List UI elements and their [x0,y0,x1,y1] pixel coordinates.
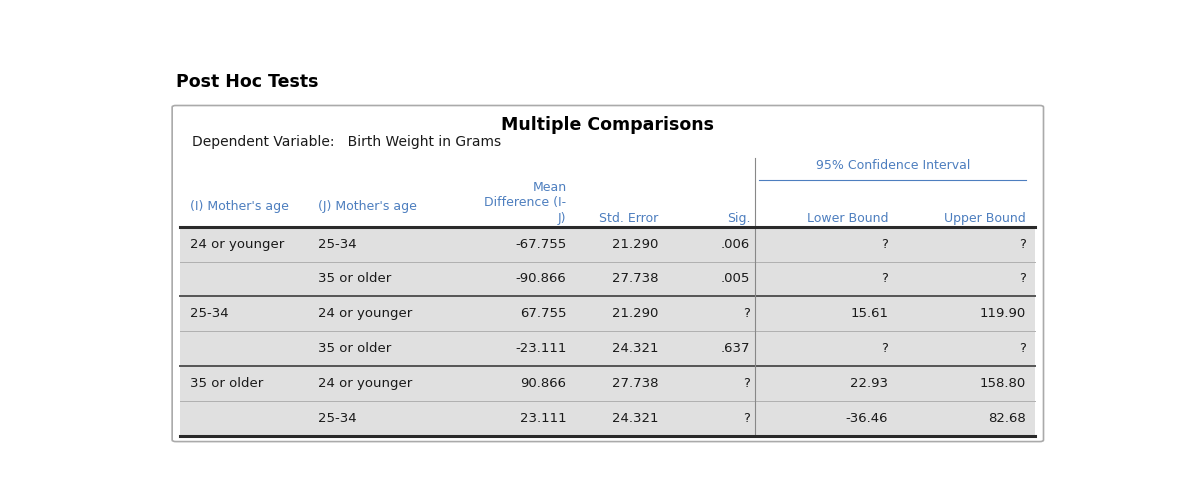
Text: ?: ? [744,307,751,321]
Bar [180,296,1035,331]
Bar [180,227,1035,262]
FancyBboxPatch shape [172,105,1044,442]
Text: Multiple Comparisons: Multiple Comparisons [502,115,714,134]
Text: 119.90: 119.90 [980,307,1026,321]
Text: Post Hoc Tests: Post Hoc Tests [176,73,318,91]
Text: -23.111: -23.111 [515,342,567,355]
Text: ?: ? [881,237,888,250]
Text: (J) Mother's age: (J) Mother's age [318,201,417,214]
Text: 24 or younger: 24 or younger [318,377,413,390]
Text: -67.755: -67.755 [515,237,567,250]
Text: 67.755: 67.755 [519,307,567,321]
Bar [180,366,1035,401]
Text: ?: ? [744,412,751,425]
Text: ?: ? [1019,273,1026,285]
Text: 35 or older: 35 or older [318,273,391,285]
Bar [180,401,1035,436]
Bar [180,331,1035,366]
Text: 158.80: 158.80 [980,377,1026,390]
Text: (I) Mother's age: (I) Mother's age [190,201,288,214]
Bar [180,262,1035,296]
Text: .637: .637 [721,342,751,355]
Text: 22.93: 22.93 [850,377,888,390]
Text: 21.290: 21.290 [612,307,658,321]
Text: 25-34: 25-34 [318,237,357,250]
Text: 90.866: 90.866 [521,377,567,390]
Text: 24.321: 24.321 [612,342,658,355]
Text: 25-34: 25-34 [190,307,228,321]
Text: Sig.: Sig. [727,212,751,225]
Text: .005: .005 [721,273,751,285]
Text: ?: ? [1019,237,1026,250]
Text: 35 or older: 35 or older [318,342,391,355]
Text: 24.321: 24.321 [612,412,658,425]
Text: Upper Bound: Upper Bound [944,212,1026,225]
Text: 95% Confidence Interval: 95% Confidence Interval [816,159,970,172]
Text: 15.61: 15.61 [850,307,888,321]
Text: 24 or younger: 24 or younger [190,237,283,250]
Text: 25-34: 25-34 [318,412,357,425]
Text: ?: ? [744,377,751,390]
Text: 27.738: 27.738 [612,377,658,390]
Text: -36.46: -36.46 [846,412,888,425]
Text: Dependent Variable:   Birth Weight in Grams: Dependent Variable: Birth Weight in Gram… [192,135,502,149]
Text: .006: .006 [721,237,751,250]
Text: 35 or older: 35 or older [190,377,263,390]
Text: Std. Error: Std. Error [599,212,658,225]
Text: 23.111: 23.111 [519,412,567,425]
Text: Mean
Difference (I-
J): Mean Difference (I- J) [484,180,567,225]
Text: 24 or younger: 24 or younger [318,307,413,321]
Text: Lower Bound: Lower Bound [806,212,888,225]
Text: 82.68: 82.68 [988,412,1026,425]
Text: -90.866: -90.866 [516,273,567,285]
Text: ?: ? [881,273,888,285]
Text: ?: ? [1019,342,1026,355]
Text: 21.290: 21.290 [612,237,658,250]
Text: ?: ? [881,342,888,355]
Text: 27.738: 27.738 [612,273,658,285]
